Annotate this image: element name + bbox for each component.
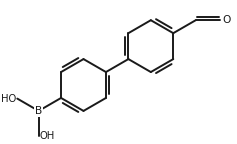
- Text: OH: OH: [40, 130, 55, 141]
- Text: O: O: [222, 15, 231, 25]
- Text: HO: HO: [1, 94, 16, 104]
- Text: B: B: [35, 106, 42, 116]
